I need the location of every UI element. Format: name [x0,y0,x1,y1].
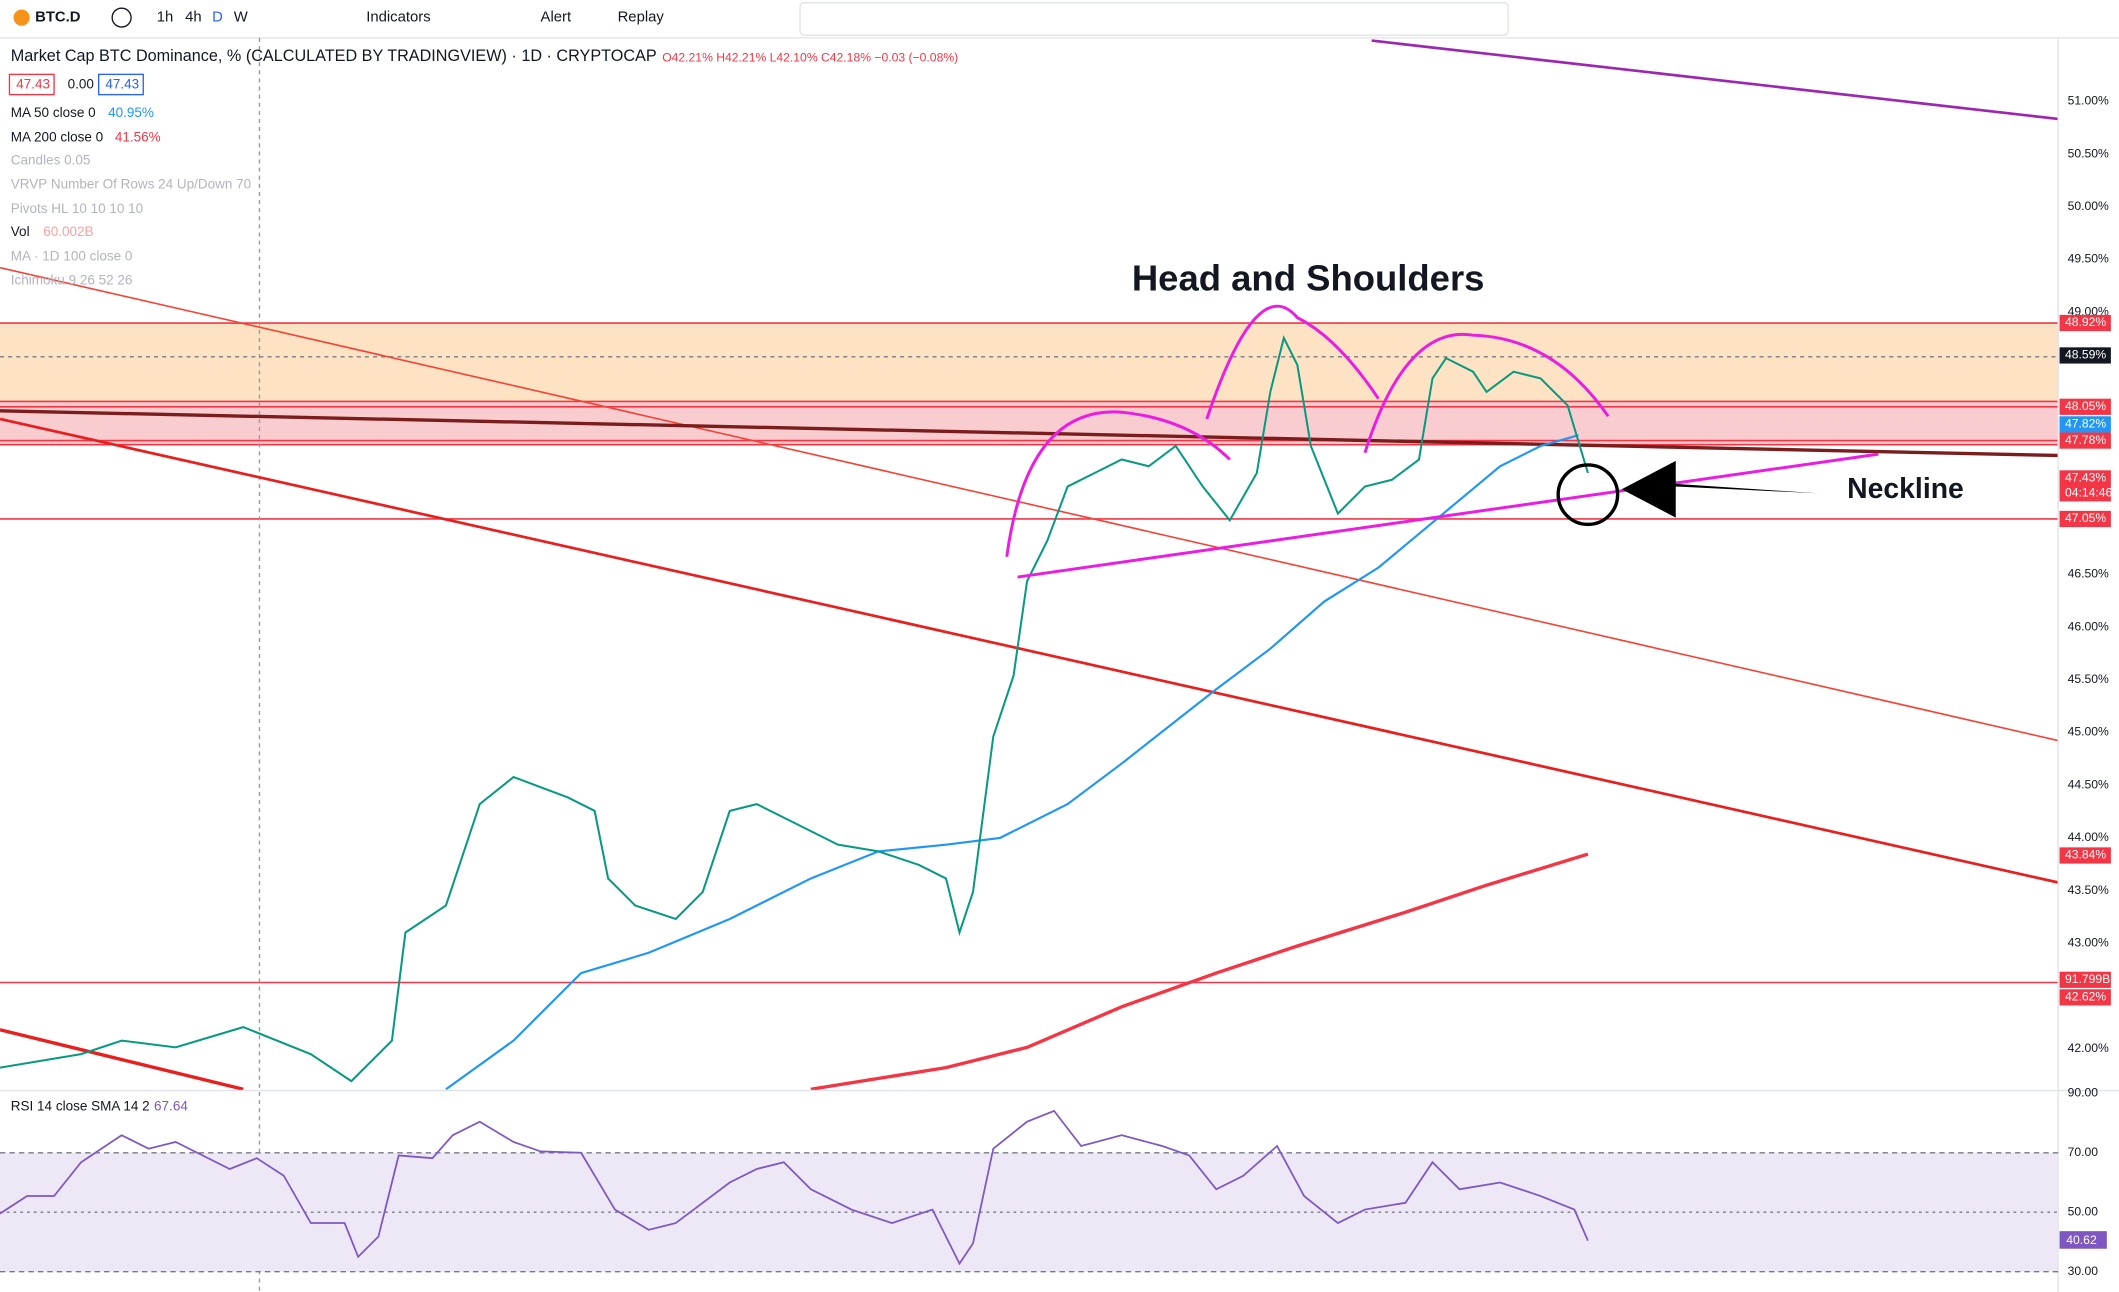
rsi-axis-label: 50.00 [2068,1204,2099,1218]
price-axis: 51.00%50.50%50.00%49.50%49.00%46.50%46.0… [2068,94,2109,1055]
ma200-line [810,852,1589,1091]
price-axis-label: 45.50% [2068,672,2109,686]
indicator-value: 60.002B [43,224,93,239]
rsi-axis-label: 90.00 [2068,1086,2099,1100]
interval[interactable]: 4h [185,10,202,26]
symbol[interactable]: BTC.D [35,10,81,26]
indicator-value: 40.95% [108,105,154,120]
price-badge-text: 48.05% [2065,399,2106,413]
price-badge-text: 91.799B [2065,972,2110,986]
rsi-line [0,1109,1589,1266]
price-badge-text: 48.59% [2065,348,2106,362]
price-axis-label: 43.50% [2068,883,2109,897]
price-axis-label: 44.00% [2068,830,2109,844]
indicator-name: Pivots HL 10 10 10 10 [11,201,143,216]
price-badges: 48.92% 48.59% 48.05% 47.82% 47.78% 47.43%04:1… [2059,314,2113,1006]
price-badge-text: 47.05% [2065,511,2106,525]
indicators-button[interactable]: Indicators [366,10,430,26]
price-box-text: 47.43 [105,77,139,92]
indicator-name: Vol [11,224,30,239]
indicator-name: MA 200 close 0 [11,129,103,144]
ma50-line [445,434,1579,1091]
price-box [97,73,144,96]
drawing-toolbar[interactable] [799,2,1509,36]
trend-line [0,1028,244,1091]
price-badge-text: 47.43% [2065,471,2106,485]
price-badge [2059,398,2111,415]
price-axis-label: 50.00% [2068,199,2109,213]
horizontal-lines [0,322,2059,984]
price-axis-label: 51.00% [2068,94,2109,108]
price-badge [2059,847,2111,864]
rsi-axis-label: 70.00 [2068,1145,2099,1159]
price-badge [2059,432,2111,449]
price-axis-label: 42.00% [2068,1041,2109,1055]
price-badge-text: 04:14:46 [2065,486,2113,500]
indicator-name: Ichimoku 9 26 52 26 [11,273,133,288]
price-badge [2059,485,2111,502]
interval[interactable]: 1h [157,10,174,26]
pattern-arcs [1005,304,1879,579]
alert-button[interactable]: Alert [541,10,572,26]
add-symbol[interactable] [111,7,132,28]
rsi-badge-text: 40.62 [2066,1233,2097,1247]
price-badge [2059,470,2111,487]
spread: 0.00 [68,77,94,92]
trend-line [0,409,2059,458]
price-badge-text: 43.84% [2065,848,2106,862]
price-badge [2059,416,2111,433]
price-box [8,73,55,96]
indicator-name: MA 50 close 0 [11,105,96,120]
price-badge [2059,510,2111,528]
trend-line [0,417,2059,884]
indicator-name: MA · 1D 100 close 0 [11,248,133,263]
price-line [0,334,1589,1083]
symbol-icon [13,9,30,26]
trend-line [1371,39,2059,121]
price-axis-label: 43.00% [2068,936,2109,950]
interval[interactable]: W [234,10,248,26]
resistance-zone [0,401,2059,445]
price-box-text: 47.43 [16,77,50,92]
replay-button[interactable]: Replay [618,10,665,26]
price-badge-text: 47.82% [2065,417,2106,431]
ohlc: O42.21% H42.21% L42.10% C42.18% −0.03 (−… [662,50,958,64]
chart-title: Market Cap BTC Dominance, % (CALCULATED … [11,47,657,65]
price-badge [2059,989,2111,1006]
annotation-neckline: Neckline [1847,473,1964,505]
indicator-name: Candles 0.05 [11,152,91,167]
annotation-title: Head and Shoulders [1132,258,1485,299]
arrow [1621,460,1818,518]
price-axis-label: 46.00% [2068,619,2109,633]
price-badge-text: 48.92% [2065,315,2106,329]
price-badge [2059,971,2111,988]
price-badge-text: 47.78% [2065,433,2106,447]
price-badge [2059,347,2111,364]
rsi-label: RSI 14 close SMA 14 2 [11,1098,150,1113]
price-axis-label: 49.50% [2068,252,2109,266]
indicator-name: VRVP Number Of Rows 24 Up/Down 70 [11,177,251,192]
price-badge [2059,314,2111,332]
trend-line [0,266,2059,742]
rsi-badge [2059,1231,2107,1249]
price-axis-label: 50.50% [2068,146,2109,160]
indicator-value: 41.56% [115,129,161,144]
rsi-axis-label: 30.00 [2068,1264,2099,1278]
rsi-value: 67.64 [154,1098,188,1113]
price-badge-text: 42.62% [2065,990,2106,1004]
price-axis-label: 45.00% [2068,725,2109,739]
highlight-circle [1556,463,1620,527]
price-axis-label: 46.50% [2068,567,2109,581]
supply-zone [0,323,2059,402]
price-axis-label: 44.50% [2068,777,2109,791]
interval[interactable]: D [212,10,223,26]
